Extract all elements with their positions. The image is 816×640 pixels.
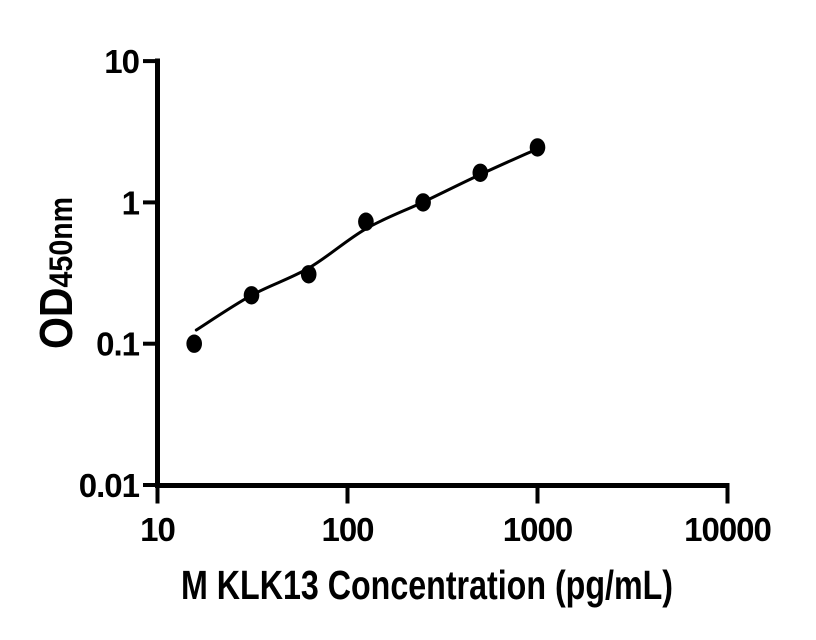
- data-point: [300, 265, 317, 284]
- x-tick-label: 100: [321, 511, 373, 548]
- data-point: [472, 163, 489, 182]
- data-point: [186, 334, 202, 353]
- x-tick-label: 1000: [503, 511, 572, 548]
- y-tick-label: 10: [104, 43, 139, 80]
- y-tick-label: 0.01: [79, 467, 140, 504]
- x-axis-title: M KLK13 Concentration (pg/mL): [181, 562, 673, 608]
- tick-marks: [143, 59, 730, 504]
- y-axis-title: OD450nm: [30, 197, 82, 349]
- data-point: [529, 138, 546, 157]
- x-tick-label: 10: [140, 511, 175, 548]
- y-tick-label: 0.1: [96, 326, 140, 363]
- x-tick-label: 10000: [684, 511, 771, 548]
- data-points-layer: [186, 138, 546, 353]
- y-axis-title-wavelength: 450nm: [43, 197, 79, 287]
- data-point: [358, 212, 374, 231]
- axes: [155, 58, 730, 488]
- y-tick-label: 1: [122, 184, 140, 221]
- data-point: [243, 286, 260, 305]
- y-axis-title-od: OD: [30, 287, 82, 349]
- data-point: [415, 193, 431, 212]
